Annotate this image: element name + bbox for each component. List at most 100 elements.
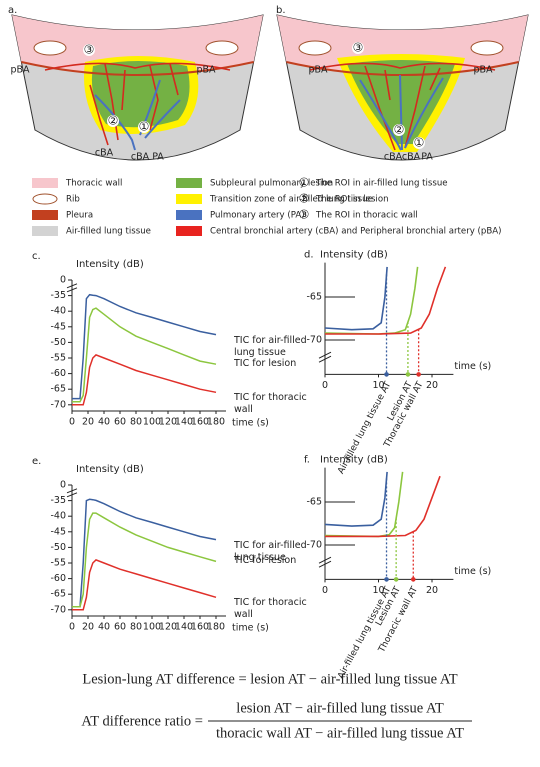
panel-b <box>276 14 529 161</box>
x-axis-title: time (s) <box>232 418 269 429</box>
x-tick-label: 180 <box>207 622 225 633</box>
tic-line <box>325 266 447 335</box>
x-tick-label: 80 <box>130 417 142 428</box>
x-tick-label: 20 <box>82 622 94 633</box>
vessel-label: cBA <box>95 148 114 159</box>
roi-marker: ① <box>139 120 150 134</box>
legend-label: The ROI in thoracic wall <box>315 211 418 221</box>
at-marker <box>384 577 389 582</box>
vessel-label: PA <box>152 152 164 163</box>
bronchial-arteries <box>309 62 496 151</box>
y-tick-label: 0 <box>60 480 66 491</box>
legend-label: Pleura <box>66 211 93 221</box>
y-tick-label: -45 <box>50 321 66 332</box>
roi-marker: ① <box>414 136 425 150</box>
series-label-box: TIC for thoracic wall <box>234 597 307 620</box>
x-tick-label: 60 <box>114 417 126 428</box>
panel-label: b. <box>276 5 286 16</box>
y-tick-label: -45 <box>50 526 66 537</box>
vessel-label: pBA <box>473 65 493 76</box>
x-tick-label: 0 <box>69 622 75 633</box>
y-tick-label: -50 <box>50 542 66 553</box>
roi-marker-bg <box>393 124 405 136</box>
legend-symbol: ③ <box>299 208 310 222</box>
legend-swatch <box>176 226 202 236</box>
y-axis-title: Intensity (dB) <box>76 259 144 270</box>
x-tick-label: 100 <box>143 622 161 633</box>
roi-marker-bg <box>138 121 150 133</box>
x-tick-label: 40 <box>98 417 110 428</box>
y-tick-label: -65 <box>306 292 322 303</box>
legend-swatch <box>176 178 202 188</box>
at-marker <box>410 577 416 582</box>
tic-line <box>72 354 217 406</box>
denominator: thoracic wall AT − air-filled lung tissu… <box>216 725 464 741</box>
bronchial-arteries <box>44 62 231 146</box>
roi-marker: ② <box>108 114 119 128</box>
tic-line <box>72 293 217 400</box>
tic-line <box>72 559 217 611</box>
y-tick-label: -55 <box>50 353 66 364</box>
vessel-label: cBA <box>402 152 421 163</box>
legend-label: The ROI in air-filled lung tissue <box>315 179 448 189</box>
vessel-label: pBA <box>196 65 216 76</box>
series-label: TIC for air-filled lung tissue <box>234 539 307 563</box>
panel-label: e. <box>32 456 41 467</box>
panel-label: f. <box>304 455 310 466</box>
x-axis-title: time (s) <box>454 566 491 577</box>
at-marker <box>393 577 399 582</box>
series-label: TIC for lesion <box>234 358 297 370</box>
vessel-label: pBA <box>308 65 328 76</box>
legend-swatch <box>32 226 58 236</box>
x-tick-label: 140 <box>175 417 193 428</box>
y-tick-label: -35 <box>50 290 66 301</box>
legend-label: Thoracic wall <box>65 179 122 189</box>
tic-line <box>324 471 388 527</box>
x-tick-label: 20 <box>426 585 438 596</box>
series-label: TIC for air-filled lung tissue <box>234 334 307 358</box>
x-axis-title: time (s) <box>232 623 269 634</box>
x-tick-label: 60 <box>114 622 126 633</box>
rib <box>33 40 67 56</box>
tic-line <box>325 475 441 538</box>
x-tick-label: 10 <box>372 380 384 391</box>
axis-break <box>318 355 332 363</box>
x-axis-title: time (s) <box>454 361 491 372</box>
x-tick-label: 0 <box>322 585 328 596</box>
y-tick-label: -50 <box>50 337 66 348</box>
equation: Lesion-lung AT difference = lesion AT − … <box>82 671 457 687</box>
panel-label: d. <box>304 250 314 261</box>
at-marker <box>405 372 411 377</box>
x-tick-label: 80 <box>130 622 142 633</box>
legend-label: Subpleural pulmonary lesion <box>210 179 333 189</box>
equation-lhs: AT difference ratio = <box>81 713 203 729</box>
vessel-label: cBA <box>131 152 150 163</box>
vessel-label: cBA <box>384 152 403 163</box>
legend-label: Rib <box>66 195 80 205</box>
tic-line <box>324 266 419 335</box>
roi-marker: ③ <box>84 43 95 57</box>
axis-break <box>66 492 78 498</box>
x-tick-label: 140 <box>175 622 193 633</box>
series-label: TIC for lesion <box>234 555 297 567</box>
roi-marker: ② <box>394 123 405 137</box>
tic-line <box>72 307 217 403</box>
at-marker <box>416 372 421 377</box>
axis-break <box>66 488 78 494</box>
x-tick-label: 20 <box>82 417 94 428</box>
axis-break <box>318 351 332 359</box>
x-tick-label: 180 <box>207 417 225 428</box>
series-label: TIC for thoracic wall <box>234 392 307 416</box>
legend-label: Air-filled lung tissue <box>66 227 151 237</box>
legend-label: Pulmonary artery (PA) <box>210 211 305 221</box>
legend-rib <box>32 193 58 205</box>
legend-label: The ROI in lesion <box>315 195 389 205</box>
series-label-box: TIC for lesion <box>234 358 297 370</box>
series-label-box: TIC for thoracic wall <box>234 392 307 416</box>
legend-label: Central bronchial artery (cBA) and Perip… <box>210 227 502 237</box>
y-tick-label: -70 <box>306 335 322 346</box>
y-tick-label: -70 <box>50 604 66 615</box>
y-tick-label: 0 <box>60 275 66 286</box>
series-label-box: TIC for air-filled lung tissue <box>234 334 307 358</box>
